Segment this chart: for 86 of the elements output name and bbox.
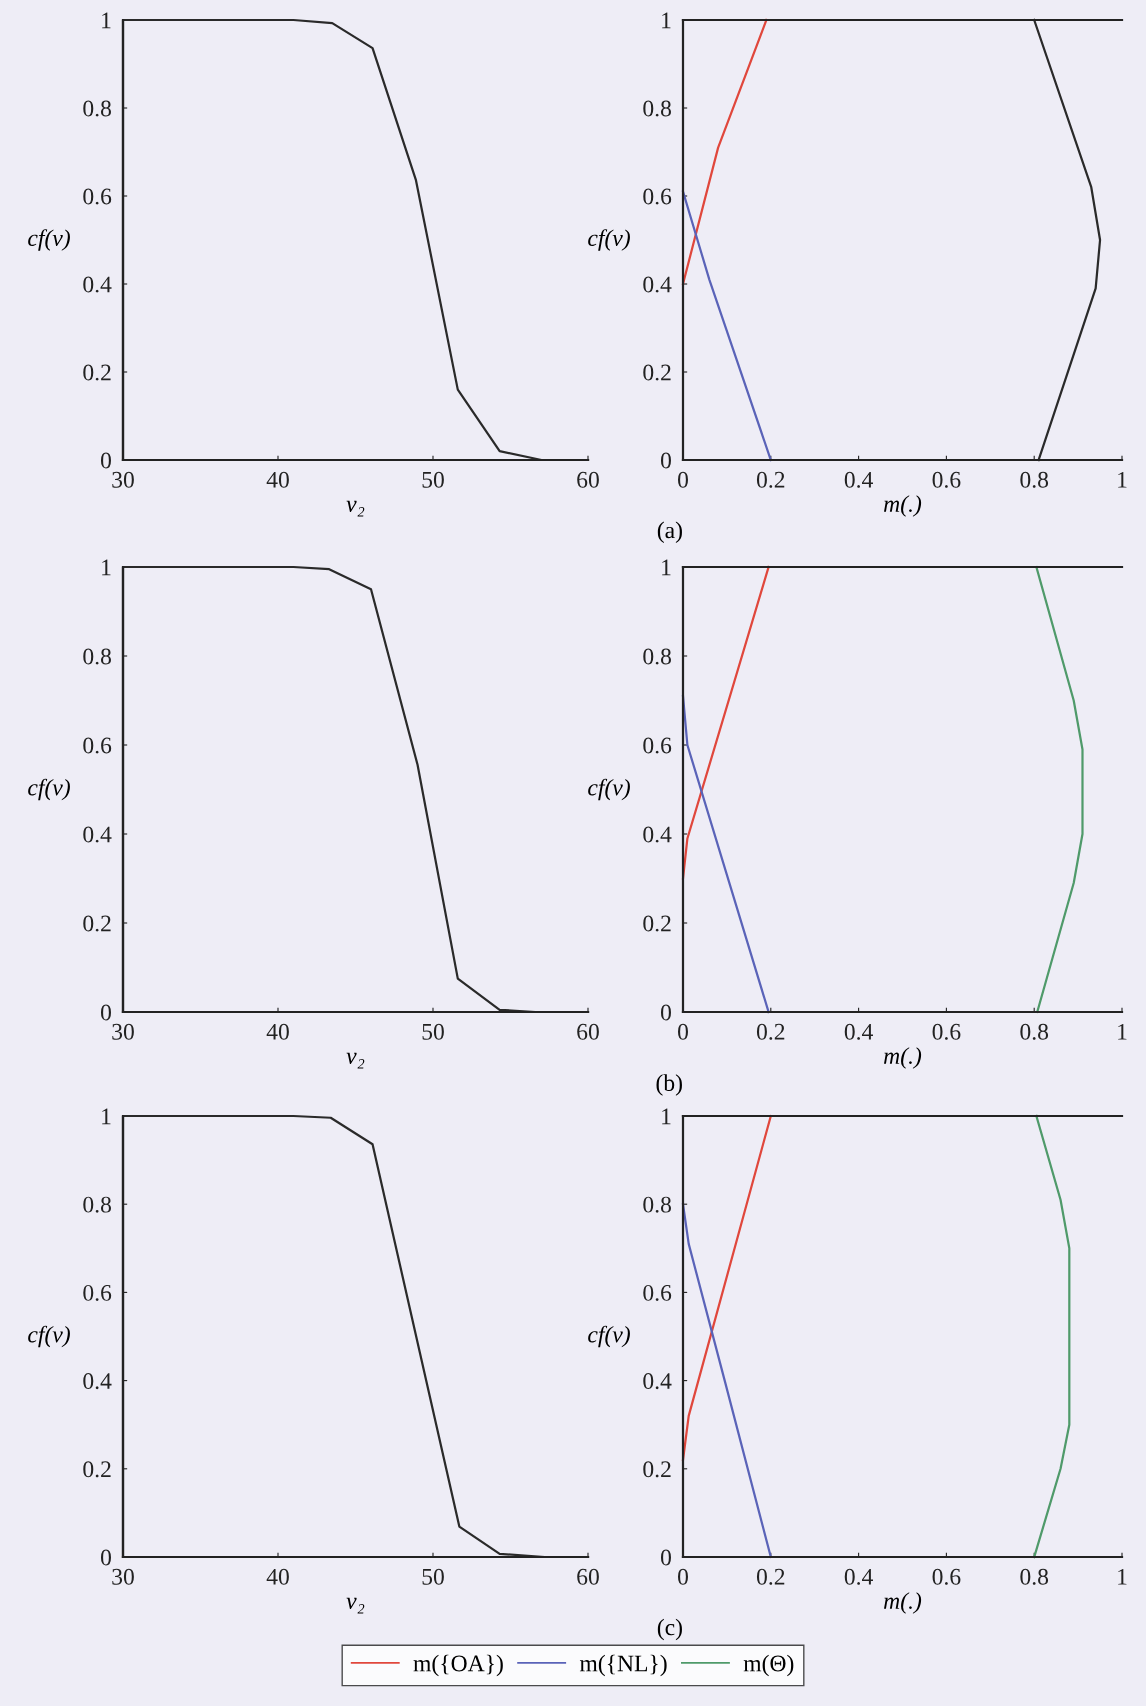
- y-tick-label: 0.8: [643, 648, 671, 665]
- x-tick-label: 0.8: [1020, 1568, 1049, 1585]
- x-tick-label: 0.6: [932, 1023, 961, 1040]
- y-axis-title: cf(v): [28, 778, 70, 801]
- y-tick-label: 0.4: [83, 276, 112, 293]
- y-tick-label: 0.6: [643, 188, 672, 205]
- x-tick-label: 50: [422, 471, 444, 488]
- y-tick-label: 0: [100, 452, 111, 469]
- y-tick-label: 0.6: [83, 1284, 112, 1301]
- x-tick-label: 40: [266, 1568, 289, 1585]
- x-tick-label: 0.8: [1020, 1023, 1049, 1040]
- x-tick-label: 0.4: [844, 1023, 873, 1040]
- y-tick-label: 0.4: [643, 826, 672, 843]
- legend-label: m(Θ): [743, 1654, 794, 1677]
- x-axis-title: m(.): [884, 1592, 922, 1614]
- x-tick-label: 0: [678, 1568, 688, 1585]
- y-tick-label: 0: [660, 1549, 671, 1566]
- y-tick-label: 0.6: [643, 1284, 672, 1301]
- y-tick-label: 1: [102, 559, 111, 576]
- legend-label: m({NL}): [579, 1654, 667, 1677]
- y-tick-label: 0.2: [83, 364, 111, 381]
- y-tick-label: 0.6: [83, 737, 112, 754]
- x-tick-label: 40: [266, 1023, 289, 1040]
- y-tick-label: 0.6: [83, 188, 112, 205]
- y-tick-label: 0.8: [83, 648, 111, 665]
- y-tick-label: 1: [102, 12, 111, 29]
- text: (c): [657, 1618, 682, 1641]
- y-axis-title: cf(v): [588, 778, 630, 801]
- x-axis-title: m(.): [884, 1047, 922, 1069]
- x-axis-title: m(.): [884, 495, 922, 517]
- y-tick-label: 1: [662, 1108, 671, 1125]
- x-tick-label: 0.6: [932, 1568, 961, 1585]
- y-tick-label: 0: [660, 1004, 671, 1021]
- x-axis-title: v₂: [346, 1597, 365, 1614]
- x-tick-label: 1: [1118, 1023, 1127, 1040]
- y-tick-label: 0.2: [643, 915, 671, 932]
- x-tick-label: 60: [577, 1023, 599, 1040]
- x-tick-label: 0.4: [844, 1568, 873, 1585]
- text: (a): [657, 521, 682, 544]
- y-tick-label: 1: [662, 559, 671, 576]
- line-series: [1035, 565, 1084, 1014]
- x-tick-label: 0.2: [756, 471, 785, 488]
- y-tick-label: 0.2: [643, 364, 671, 381]
- x-tick-label: 30: [112, 1568, 134, 1585]
- x-tick-label: 1: [1118, 1568, 1127, 1585]
- x-tick-label: 60: [577, 1568, 599, 1585]
- x-tick-label: 60: [577, 471, 599, 488]
- y-tick-label: 0.4: [83, 826, 112, 843]
- y-axis-title: cf(v): [28, 1325, 70, 1348]
- legend-label: m({OA}): [413, 1654, 503, 1677]
- y-tick-label: 0: [100, 1004, 111, 1021]
- y-tick-label: 0: [660, 452, 671, 469]
- x-tick-label: 0.4: [844, 471, 873, 488]
- x-axis-title: v₂: [346, 500, 365, 517]
- x-tick-label: 0.8: [1020, 471, 1049, 488]
- x-tick-label: 30: [112, 1023, 134, 1040]
- x-tick-label: 0: [678, 1023, 688, 1040]
- x-tick-label: 0: [678, 471, 688, 488]
- y-tick-label: 0.2: [83, 1461, 111, 1478]
- x-tick-label: 0.6: [932, 471, 961, 488]
- x-tick-label: 0.2: [756, 1023, 785, 1040]
- y-axis-title: cf(v): [588, 229, 630, 251]
- y-tick-label: 0.2: [643, 1461, 671, 1478]
- text: (b): [656, 1074, 682, 1096]
- x-tick-label: 0.2: [756, 1568, 785, 1585]
- x-axis-title: v₂: [346, 1052, 365, 1069]
- x-tick-label: 30: [112, 471, 134, 488]
- line-series: [1033, 1114, 1071, 1559]
- y-tick-label: 1: [662, 12, 671, 29]
- y-tick-label: 0.4: [643, 1373, 672, 1390]
- x-tick-label: 50: [422, 1568, 444, 1585]
- y-tick-label: 0.6: [643, 737, 672, 754]
- y-axis-title: cf(v): [588, 1325, 630, 1348]
- y-tick-label: 1: [102, 1108, 111, 1125]
- y-tick-label: 0.2: [83, 915, 111, 932]
- y-tick-label: 0: [100, 1549, 111, 1566]
- x-tick-label: 50: [422, 1023, 444, 1040]
- y-axis-title: cf(v): [28, 229, 70, 251]
- y-tick-label: 0.4: [83, 1373, 112, 1390]
- y-tick-label: 0.8: [643, 100, 671, 117]
- y-tick-label: 0.8: [83, 100, 111, 117]
- y-tick-label: 0.8: [643, 1196, 671, 1213]
- x-tick-label: 1: [1118, 471, 1127, 488]
- x-tick-label: 40: [266, 471, 289, 488]
- y-tick-label: 0.4: [643, 276, 672, 293]
- y-tick-label: 0.8: [83, 1196, 111, 1213]
